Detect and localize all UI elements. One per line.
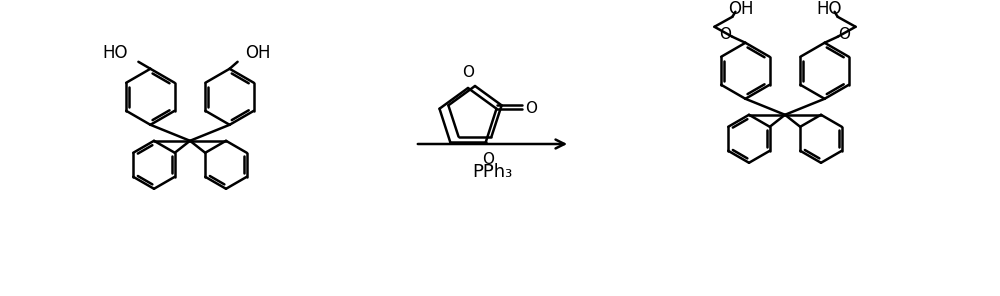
Text: O: O: [719, 27, 731, 42]
Text: O: O: [482, 152, 494, 167]
Text: PPh₃: PPh₃: [472, 163, 513, 181]
Text: O: O: [462, 65, 474, 80]
Text: HO: HO: [103, 44, 128, 62]
Text: OH: OH: [245, 44, 270, 62]
Text: OH: OH: [728, 0, 753, 18]
Text: O: O: [526, 101, 538, 116]
Text: O: O: [839, 27, 851, 42]
Text: HO: HO: [817, 0, 842, 18]
